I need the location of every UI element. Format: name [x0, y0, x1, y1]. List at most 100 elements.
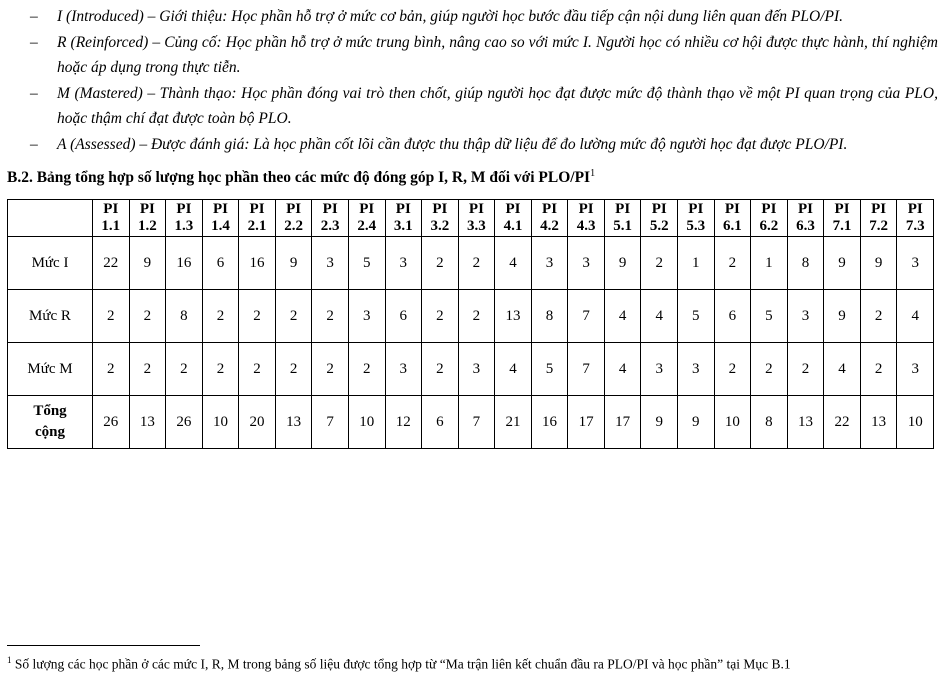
table-cell: 2	[128, 342, 167, 396]
table-cell: 2	[859, 289, 898, 343]
definition-text: A (Assessed) – Được đánh giá: Là học phầ…	[57, 135, 848, 153]
footnote-text: Số lượng các học phần ở các mức I, R, M …	[11, 656, 791, 672]
table-cell: 2	[165, 342, 203, 396]
table-cell: 20	[238, 395, 276, 449]
table-cell: 2	[238, 289, 276, 343]
table-cell: 3	[896, 236, 934, 290]
column-header: PI 2.3	[311, 199, 349, 237]
table-cell: 9	[859, 236, 898, 290]
table-cell: 2	[859, 342, 898, 396]
column-header: PI 5.2	[640, 199, 678, 237]
table-cell: 5	[347, 236, 386, 290]
table-cell: 2	[457, 289, 496, 343]
table-cell: 4	[603, 342, 642, 396]
table-cell: 3	[384, 342, 423, 396]
definition-mastered: – M (Mastered) – Thành thạo: Học phần đón…	[0, 81, 938, 132]
table-cell: 22	[92, 236, 130, 290]
table-cell: 8	[750, 395, 788, 449]
column-header: PI 1.3	[165, 199, 203, 237]
table-row: Tổng cộng 26 13 26 10 20 13 7 10 12 6 7 21 16 17 17 9 9 10…	[7, 395, 934, 449]
definition-text: I (Introduced) – Giới thiệu: Học phần hỗ…	[57, 8, 844, 25]
table-cell: 13	[494, 289, 532, 343]
table-cell: 26	[165, 395, 203, 449]
row-label: Mức I	[7, 236, 93, 290]
column-header: PI 6.1	[713, 199, 752, 237]
column-header: PI 1.4	[201, 199, 240, 237]
column-header: PI 4.3	[567, 199, 605, 237]
table-cell: 2	[457, 236, 496, 290]
table-cell: 9	[640, 395, 678, 449]
column-header: PI 3.1	[384, 199, 423, 237]
column-header: PI 3.2	[421, 199, 459, 237]
column-header: PI 4.1	[494, 199, 532, 237]
section-heading: B.2. Bảng tổng hợp số lượng học phần the…	[7, 168, 595, 187]
table-cell: 13	[786, 395, 825, 449]
table-cell: 9	[274, 236, 313, 290]
table-cell: 2	[92, 342, 130, 396]
table-cell: 6	[421, 395, 459, 449]
table-cell: 2	[92, 289, 130, 343]
table-cell: 21	[494, 395, 532, 449]
table-cell: 13	[128, 395, 167, 449]
corner-cell	[7, 199, 93, 237]
table-cell: 4	[896, 289, 934, 343]
table-cell: 2	[347, 342, 386, 396]
table-cell: 2	[421, 289, 459, 343]
table-cell: 9	[677, 395, 715, 449]
column-header: PI 1.1	[92, 199, 130, 237]
table-cell: 2	[750, 342, 788, 396]
table-cell: 22	[823, 395, 861, 449]
column-header: PI 2.4	[347, 199, 386, 237]
table-cell: 13	[274, 395, 313, 449]
definition-introduced: – I (Introduced) – Giới thiệu: Học phần h…	[0, 4, 938, 30]
dash-marker: –	[30, 33, 38, 51]
table-cell: 4	[494, 342, 532, 396]
table-cell: 13	[859, 395, 898, 449]
table-cell: 2	[421, 236, 459, 290]
table-cell: 7	[457, 395, 496, 449]
table-cell: 7	[311, 395, 349, 449]
table-cell: 26	[92, 395, 130, 449]
table-cell: 16	[530, 395, 569, 449]
table-cell: 2	[238, 342, 276, 396]
table-cell: 10	[347, 395, 386, 449]
footnote-ref[interactable]: 1	[590, 168, 596, 179]
table-cell: 2	[311, 289, 349, 343]
column-header: PI 7.3	[896, 199, 934, 237]
column-header: PI 5.1	[603, 199, 642, 237]
definition-text: M (Mastered) – Thành thạo: Học phần đóng…	[57, 84, 938, 128]
column-header: PI 6.3	[786, 199, 825, 237]
table-cell: 2	[713, 236, 752, 290]
definition-reinforced: – R (Reinforced) – Củng cố: Học phần hỗ t…	[0, 30, 938, 81]
table-cell: 9	[823, 289, 861, 343]
table-cell: 5	[750, 289, 788, 343]
table-cell: 3	[347, 289, 386, 343]
table-cell: 4	[640, 289, 678, 343]
table-cell: 2	[128, 289, 167, 343]
table-cell: 4	[823, 342, 861, 396]
dash-marker: –	[30, 84, 38, 102]
table-cell: 7	[567, 289, 605, 343]
table-cell: 2	[640, 236, 678, 290]
table-cell: 4	[603, 289, 642, 343]
table-cell: 3	[567, 236, 605, 290]
table-cell: 9	[603, 236, 642, 290]
table-cell: 9	[823, 236, 861, 290]
table-cell: 10	[896, 395, 934, 449]
table-cell: 16	[165, 236, 203, 290]
row-label: Tổng cộng	[7, 395, 93, 449]
table-cell: 5	[677, 289, 715, 343]
footnote: 1 Số lượng các học phần ở các mức I, R, …	[7, 655, 791, 673]
table-cell: 3	[530, 236, 569, 290]
table-cell: 2	[201, 342, 240, 396]
table-cell: 8	[530, 289, 569, 343]
table-cell: 3	[896, 342, 934, 396]
table-cell: 1	[677, 236, 715, 290]
column-header: PI 7.2	[859, 199, 898, 237]
table-cell: 8	[786, 236, 825, 290]
definition-assessed: – A (Assessed) – Được đánh giá: Là học ph…	[0, 132, 938, 158]
table-cell: 3	[457, 342, 496, 396]
table-cell: 2	[274, 289, 313, 343]
table-cell: 2	[311, 342, 349, 396]
